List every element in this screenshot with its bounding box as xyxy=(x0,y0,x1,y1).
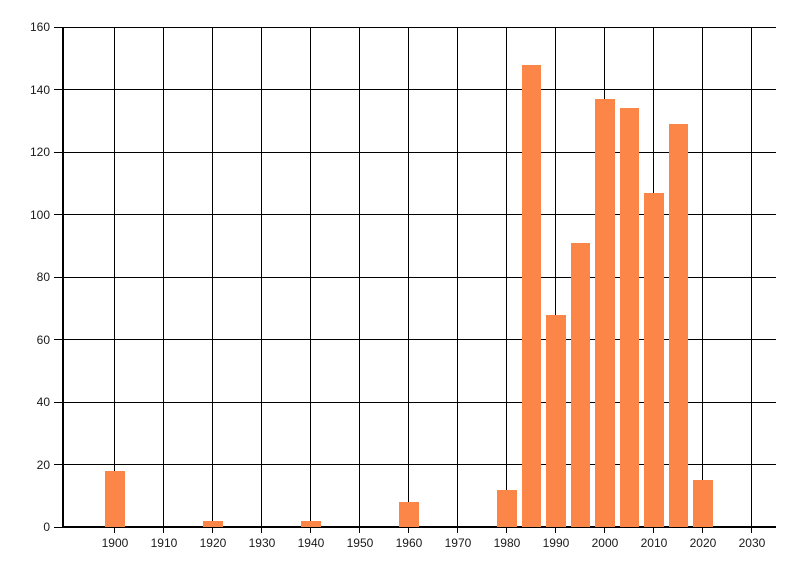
y-tick xyxy=(54,526,62,528)
bar-2010 xyxy=(644,192,664,527)
x-gridline xyxy=(114,27,116,533)
bar-1985 xyxy=(521,64,542,527)
bar-2000 xyxy=(595,98,615,527)
y-tick xyxy=(54,464,62,465)
x-gridline xyxy=(359,27,361,533)
x-tick-label: 2030 xyxy=(738,536,766,550)
x-tick-label: 1960 xyxy=(395,536,423,550)
y-tick xyxy=(54,151,62,153)
y-tick xyxy=(54,89,62,90)
x-gridline xyxy=(457,27,459,533)
y-tick xyxy=(54,26,62,28)
x-gridline xyxy=(310,27,312,533)
bar-1900 xyxy=(105,470,125,527)
x-tick-label: 1970 xyxy=(444,536,472,550)
y-tick-label: 120 xyxy=(29,145,50,159)
bar-2005 xyxy=(619,108,640,527)
y-gridline xyxy=(64,401,776,403)
x-tick-label: 1990 xyxy=(542,536,570,550)
y-gridline xyxy=(64,276,776,278)
y-tick xyxy=(54,401,62,403)
x-gridline xyxy=(751,27,753,533)
bar-1960 xyxy=(399,502,419,527)
x-gridline xyxy=(212,27,214,533)
x-tick-label: 1910 xyxy=(150,536,178,550)
x-gridline xyxy=(408,27,410,533)
bar-2015 xyxy=(668,123,689,527)
x-tick-label: 1920 xyxy=(199,536,227,550)
x-tick-label: 2020 xyxy=(689,536,717,550)
y-tick-label: 0 xyxy=(43,520,50,534)
y-tick-label: 40 xyxy=(36,395,50,409)
y-tick-label: 80 xyxy=(36,270,50,284)
x-tick-label: 1950 xyxy=(346,536,374,550)
y-gridline xyxy=(64,464,776,465)
y-tick xyxy=(54,339,62,340)
x-tick-label: 2010 xyxy=(640,536,668,550)
x-tick-label: 1930 xyxy=(248,536,276,550)
x-gridline xyxy=(261,27,263,533)
y-axis xyxy=(62,27,64,528)
bar-2020 xyxy=(693,480,713,527)
y-tick-label: 100 xyxy=(29,207,50,222)
x-tick-label: 2000 xyxy=(591,536,619,550)
y-gridline xyxy=(64,339,776,340)
x-gridline xyxy=(702,27,704,533)
plot-area: 0 20 40 60 80 100 120 140 160 1900 1910 1920 1930 194… xyxy=(30,20,776,550)
y-tick-label: 140 xyxy=(29,82,50,97)
y-tick xyxy=(54,276,62,278)
bar-1920 xyxy=(203,520,223,527)
y-gridline xyxy=(64,89,776,90)
y-gridline xyxy=(64,151,776,153)
bar-1940 xyxy=(301,520,321,527)
y-tick-label: 20 xyxy=(36,457,50,472)
x-gridline xyxy=(555,27,557,533)
x-axis xyxy=(62,526,776,528)
y-tick xyxy=(54,214,62,215)
x-gridline xyxy=(506,27,508,533)
x-tick-label: 1940 xyxy=(297,536,325,550)
bar-1990 xyxy=(546,314,566,527)
y-tick-label: 160 xyxy=(29,20,50,34)
x-tick-label: 1900 xyxy=(101,536,129,550)
y-gridline xyxy=(64,26,776,28)
bar-1995 xyxy=(570,242,591,527)
y-gridline xyxy=(64,214,776,215)
x-gridline xyxy=(163,27,165,533)
x-tick-label: 1980 xyxy=(493,536,521,550)
bar-1980 xyxy=(497,489,517,527)
y-tick-label: 60 xyxy=(36,332,50,347)
